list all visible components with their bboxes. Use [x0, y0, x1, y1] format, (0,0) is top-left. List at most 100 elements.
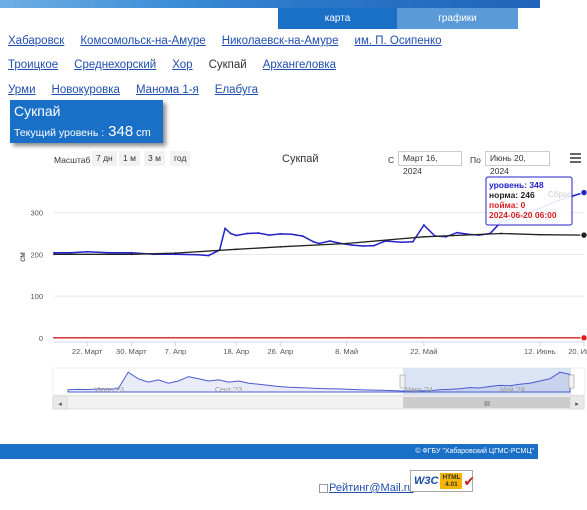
station-nav-row-2: Троицкое Среднехорский Хор Сукпай Арханг…	[8, 59, 352, 71]
station-link-troitskoe[interactable]: Троицкое	[8, 59, 59, 71]
series-0-point-28	[411, 240, 414, 243]
y-axis-ticks: 0 100 200 300	[30, 209, 43, 343]
series-1-point-7	[500, 232, 503, 235]
zoom-year-button[interactable]: год	[170, 151, 191, 166]
navigator-label-sep23: Сент '23	[215, 387, 242, 394]
current-level-label: Текущий уровень :	[14, 127, 105, 139]
tooltip-box	[485, 176, 573, 226]
w3c-logo-text: W3C	[414, 475, 439, 487]
series-0-point-1	[69, 251, 72, 254]
scrollbar-thumb	[403, 397, 571, 408]
series-1-point-2	[174, 252, 177, 254]
series-0-point-20	[318, 242, 320, 245]
station-link-srednekhorsky[interactable]: Среднехорский	[74, 59, 157, 71]
series-0-point-23	[351, 244, 354, 247]
navigator-handle-left	[399, 374, 406, 389]
tooltip-watermark: Сброс	[548, 190, 571, 199]
x-tick-label-7: 12. Июнь	[524, 347, 556, 356]
zoom-3m-button[interactable]: 3 м	[144, 151, 165, 166]
series-1-point-0	[53, 253, 55, 256]
broken-image-icon	[319, 483, 328, 493]
navigator-label-may24: Май '24	[500, 386, 525, 394]
station-link-khabarovsk[interactable]: Хабаровск	[8, 35, 65, 47]
station-link-novokurovka[interactable]: Новокуровка	[51, 84, 120, 96]
series-0-point-19	[312, 240, 315, 243]
tab-graphs[interactable]: графики	[397, 8, 518, 29]
footer-bar: © ФГБУ "Хабаровский ЦГМС-РСМЦ"	[0, 444, 538, 459]
series-0-point-10	[224, 227, 227, 230]
header-banner	[0, 0, 540, 8]
y-tick-label-0: 0	[39, 334, 43, 343]
series-0-point-32	[456, 231, 458, 234]
navigator-label-jul23: Июль '23	[95, 387, 124, 394]
series-0-point-42	[572, 194, 574, 197]
station-link-urmi[interactable]: Урми	[8, 84, 36, 96]
series-0-point-16	[279, 232, 282, 235]
water-level-chart: 0 100 200 300 см 22. Март 30. Март 7. Апр 18. …	[18, 176, 587, 410]
x-tick-label-6: 22. Май	[410, 347, 437, 356]
station-name: Сукпай	[14, 103, 61, 119]
zoom-label: Масштаб	[54, 155, 91, 165]
series-2-marker	[580, 334, 587, 342]
station-link-arkhangelovka[interactable]: Архангеловка	[262, 59, 337, 71]
tooltip-datetime: 2024-06-20 06:00	[489, 210, 557, 220]
series-0-point-3	[108, 251, 111, 254]
chart-grid	[54, 212, 584, 343]
series-1-point-4	[279, 245, 282, 248]
date-from-input[interactable]: Март 16, 2024	[398, 151, 462, 176]
zoom-1m-button[interactable]: 1 м	[119, 151, 140, 166]
series-0-point-17	[290, 233, 293, 236]
tooltip-level: уровень: 348	[489, 180, 544, 190]
series-0-point-12	[235, 234, 238, 237]
current-level-card: Сукпай Текущий уровень :348 cm	[10, 100, 163, 143]
current-level-value: 348	[108, 123, 134, 140]
series-1-point-8	[538, 233, 541, 236]
series-0-point-21	[329, 240, 331, 242]
date-to-input[interactable]: Июнь 20, 2024	[485, 151, 550, 176]
view-tabs: карта графики	[278, 8, 518, 29]
series-0-point-27	[400, 241, 403, 244]
scroll-right-arrow-icon: ▸	[575, 401, 579, 408]
station-link-komsomolsk[interactable]: Комсомольск-на-Амуре	[80, 35, 206, 47]
series-0-point-8	[207, 254, 210, 257]
series-0-point-6	[174, 253, 177, 256]
w3c-html-badge[interactable]: W3C HTML 4.01 ✔	[410, 470, 475, 492]
series-1-point-1	[130, 253, 133, 256]
series-1-point-5	[345, 242, 348, 245]
navigator-label-mar24: Март '24	[405, 387, 433, 394]
x-tick-label-2: 7. Апр	[165, 347, 187, 356]
range-navigator[interactable]: Июль '23 Сент '23 Март '24 Май '24 III ◂…	[52, 367, 586, 410]
series-0-point-0	[53, 251, 55, 254]
series-0-point-2	[86, 250, 89, 253]
tab-map[interactable]: карта	[278, 8, 397, 29]
zoom-7d-button[interactable]: 7 дн	[92, 151, 117, 166]
series-0-point-18	[301, 235, 304, 237]
navigator-handle-right	[568, 374, 575, 389]
counter-alt-text: Рейтинг@Mail.ru	[329, 482, 414, 494]
station-link-nikolaevsk[interactable]: Николаевск-на-Амуре	[221, 35, 339, 47]
station-link-khor[interactable]: Хор	[172, 59, 193, 71]
tooltip-norm: норма: 246	[489, 190, 535, 200]
x-tick-label-5: 8. Май	[335, 347, 358, 356]
tooltip-floodplain: пойма: 0	[489, 200, 526, 210]
series-0-marker	[580, 188, 587, 197]
series-1-point-3	[235, 248, 238, 251]
chart-menu-icon[interactable]	[570, 153, 581, 164]
x-axis-ticks: 22. Март 30. Март 7. Апр 18. Апр 26. Апр 8. М…	[72, 342, 587, 356]
series-0-point-25	[373, 244, 376, 247]
chart-toolbar: Масштаб 7 дн 1 м 3 м год Сукпай С Март 1…	[0, 151, 587, 176]
x-tick-label-3: 18. Апр	[223, 347, 249, 356]
series-0-point-13	[246, 232, 249, 235]
current-level-unit: cm	[136, 127, 151, 139]
mailru-rating-counter[interactable]: Рейтинг@Mail.ru	[319, 482, 414, 494]
scrollbar-grip: III	[484, 401, 490, 408]
station-nav-row-1: Хабаровск Комсомольск-на-Амуре Николаевс…	[8, 35, 458, 47]
scroll-right-button	[569, 395, 585, 410]
series-0-point-11	[229, 232, 232, 235]
station-link-elabuga[interactable]: Елабуга	[214, 84, 258, 96]
y-tick-label-200: 200	[30, 250, 43, 259]
station-link-manoma[interactable]: Манома 1-я	[135, 84, 199, 96]
station-link-osipenko[interactable]: им. П. Осипенко	[354, 35, 442, 47]
series-0-point-29	[422, 224, 425, 226]
scroll-left-button	[52, 395, 68, 410]
